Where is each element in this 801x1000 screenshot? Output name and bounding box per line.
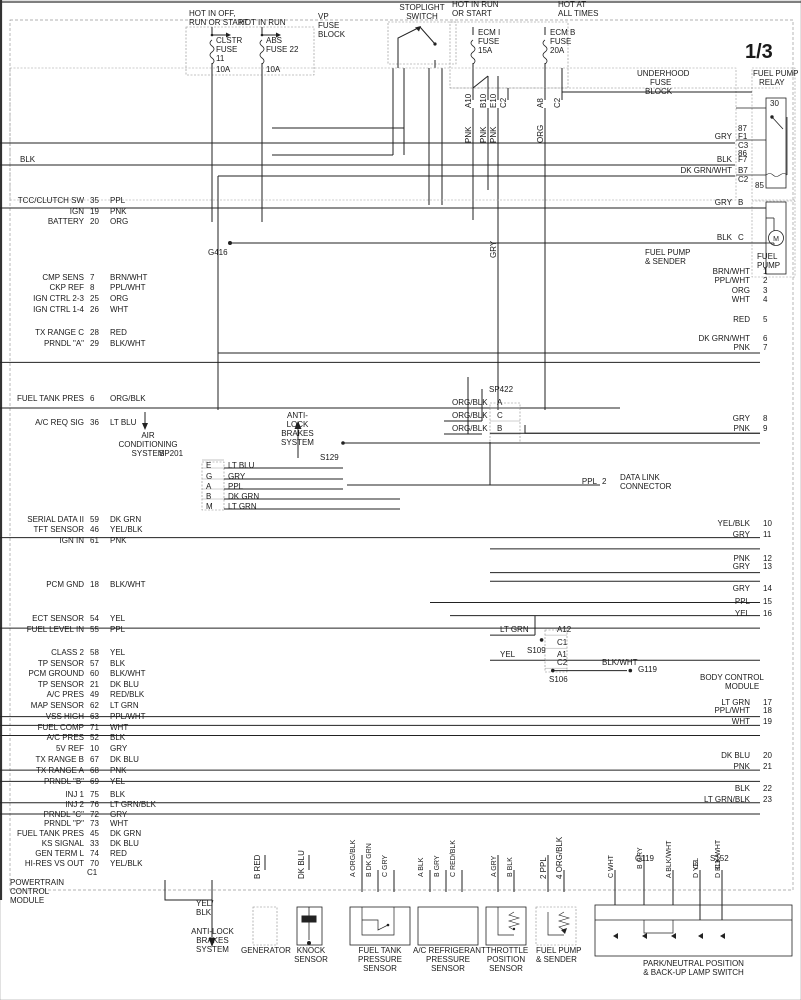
svg-text:M: M <box>773 236 779 243</box>
